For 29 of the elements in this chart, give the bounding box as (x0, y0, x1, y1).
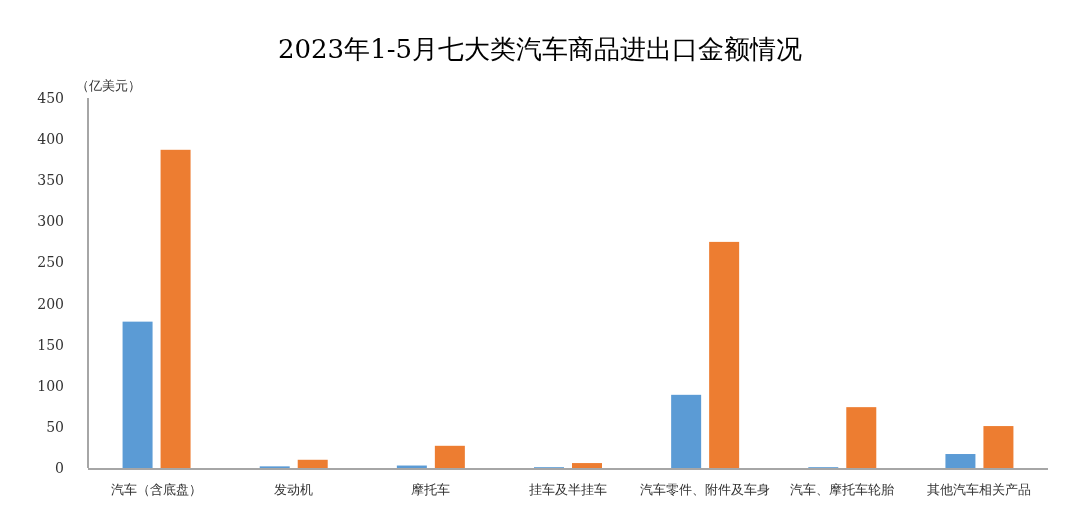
bar (709, 241, 740, 468)
x-tick-label: 汽车（含底盘） (111, 482, 203, 497)
bar (945, 454, 976, 468)
y-tick-label: 450 (37, 90, 64, 106)
bar (572, 463, 602, 468)
bar (160, 149, 191, 468)
bar (297, 459, 328, 468)
y-tick-label: 100 (37, 377, 64, 394)
y-tick-label: 50 (46, 418, 64, 435)
bar (846, 407, 877, 468)
x-tick-label: 汽车零件、附件及车身 (640, 482, 771, 497)
bar (122, 321, 153, 468)
x-tick-label: 汽车、摩托车轮胎 (790, 482, 895, 497)
y-tick-label: 0 (55, 460, 64, 476)
y-tick-label: 400 (37, 131, 64, 148)
y-tick-label: 250 (37, 254, 64, 271)
y-tick-label: 350 (37, 172, 64, 189)
y-tick-label: 300 (37, 213, 64, 230)
bar (434, 445, 465, 468)
bar (983, 426, 1014, 468)
x-tick-label: 发动机 (274, 482, 314, 497)
x-tick-label: 摩托车 (411, 482, 451, 497)
chart-title: 2023年1-5月七大类汽车商品进出口金额情况 (277, 34, 803, 64)
bar (671, 394, 702, 468)
x-tick-label: 其他汽车相关产品 (927, 482, 1032, 497)
y-axis-title: （亿美元） (75, 78, 141, 93)
y-tick-label: 200 (37, 295, 64, 312)
x-tick-label: 挂车及半挂车 (529, 482, 607, 497)
y-tick-label: 150 (37, 336, 64, 353)
